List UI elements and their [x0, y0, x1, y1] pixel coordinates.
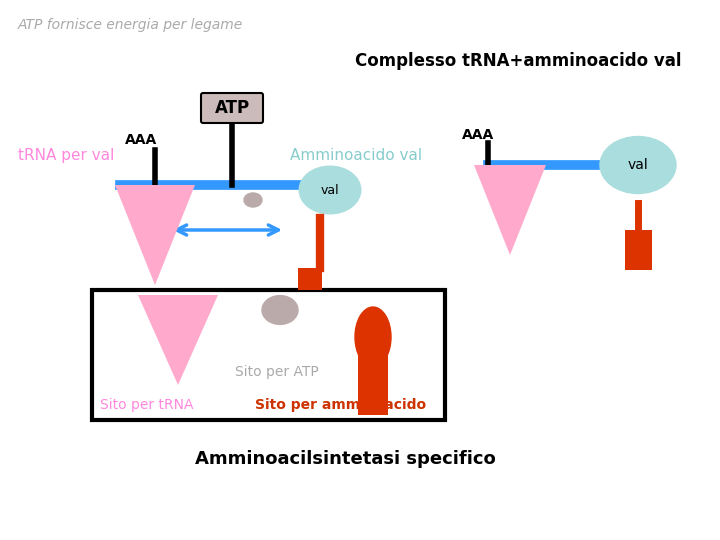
Polygon shape	[138, 295, 218, 385]
Text: Sito per tRNA: Sito per tRNA	[100, 398, 194, 412]
Text: Sito per amminoacido: Sito per amminoacido	[255, 398, 426, 412]
Bar	[92, 290, 445, 420]
Bar	[625, 230, 652, 270]
Text: val: val	[320, 184, 339, 197]
Text: AAA: AAA	[462, 128, 494, 142]
Polygon shape	[474, 165, 546, 255]
Bar	[358, 337, 388, 415]
FancyBboxPatch shape	[201, 93, 263, 123]
Polygon shape	[115, 185, 195, 285]
Text: tRNA per val: tRNA per val	[18, 148, 114, 163]
Ellipse shape	[355, 307, 391, 367]
Text: ATP: ATP	[215, 99, 250, 117]
Text: AAA: AAA	[125, 133, 157, 147]
Bar	[298, 268, 322, 290]
Ellipse shape	[244, 193, 262, 207]
Ellipse shape	[300, 166, 361, 214]
Ellipse shape	[262, 295, 298, 325]
Text: val: val	[628, 158, 649, 172]
Text: ATP fornisce energia per legame: ATP fornisce energia per legame	[18, 18, 243, 32]
Text: Sito per ATP: Sito per ATP	[235, 365, 319, 379]
Text: Amminoacilsintetasi specifico: Amminoacilsintetasi specifico	[195, 450, 496, 468]
Text: Complesso tRNA+amminoacido val: Complesso tRNA+amminoacido val	[355, 52, 682, 70]
Text: Amminoacido val: Amminoacido val	[290, 148, 422, 163]
Ellipse shape	[600, 137, 676, 193]
